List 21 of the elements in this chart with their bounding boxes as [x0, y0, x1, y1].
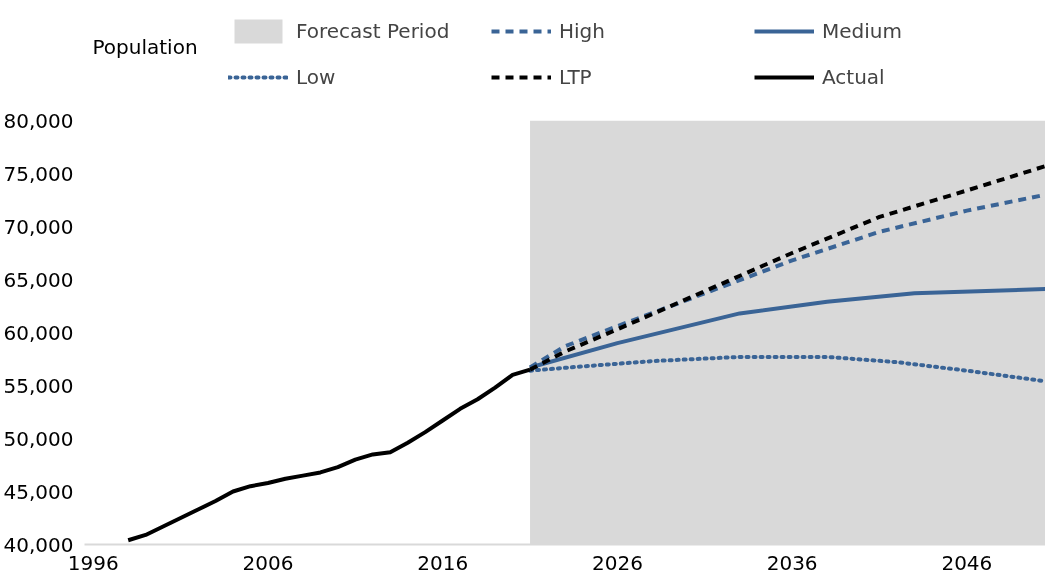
y-axis-title: Population	[92, 34, 198, 59]
x-tick-label: 2006	[242, 550, 294, 572]
y-tick-label: 45,000	[3, 479, 74, 504]
y-tick-label: 65,000	[3, 267, 74, 292]
y-tick-label: 80,000	[3, 108, 74, 133]
legend-label: Low	[296, 65, 337, 89]
legend-label: Actual	[822, 65, 886, 89]
x-tick-label: 2026	[591, 550, 643, 572]
x-tick-label: 2046	[941, 550, 993, 572]
legend-label: LTP	[559, 65, 593, 89]
legend-label: Forecast Period	[296, 19, 451, 43]
y-tick-label: 40,000	[3, 532, 74, 557]
y-tick-label: 50,000	[3, 426, 74, 451]
x-tick-label: 2016	[417, 550, 469, 572]
x-tick-label: 2036	[766, 550, 818, 572]
y-tick-label: 55,000	[3, 373, 74, 398]
y-tick-label: 70,000	[3, 214, 74, 239]
legend-label: High	[559, 19, 606, 43]
y-tick-label: 60,000	[3, 320, 74, 345]
legend-label: Medium	[822, 19, 903, 43]
y-tick-label: 75,000	[3, 161, 74, 186]
